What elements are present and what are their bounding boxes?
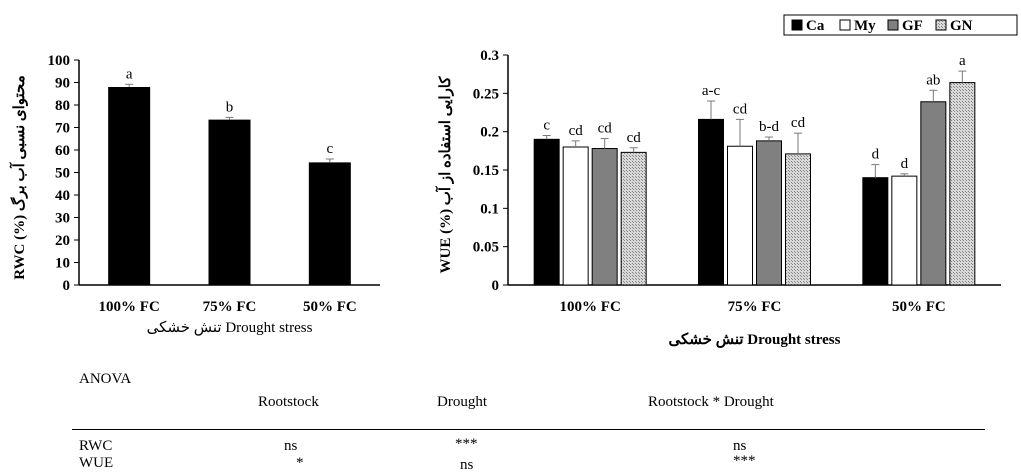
wue-significance-letter: cd [791,115,806,131]
wue-significance-letter: cd [598,121,613,137]
wue-significance-letter: cd [733,101,748,117]
wue-significance-letter: a [959,53,966,69]
legend-label-my: My [854,18,876,34]
wue-bar-my [562,146,589,286]
wue-bar-ca [862,177,889,286]
wue-bar-ca [533,138,560,286]
wue-x-axis-title: تنش خشکی Drought stress [669,332,841,348]
rwc-y-tick-label: 70 [55,121,70,137]
wue-bar-my [891,175,918,286]
wue-bar-gf [591,148,618,286]
wue-bar-gf [756,140,782,286]
legend-label-ca: Ca [806,18,825,34]
rwc-y-axis-title: RWC (%) محتوای نسبی آب برگ [9,75,28,280]
rwc-y-tick-label: 80 [55,98,70,114]
rwc-significance-letter: a [126,66,133,82]
wue-y-tick-label: 0 [492,278,500,294]
wue-y-tick-label: 0.2 [480,125,499,141]
rwc-y-tick-label: 90 [55,76,70,92]
wue-y-tick-label: 0.15 [473,163,499,179]
legend-swatch-ca [791,19,803,31]
rwc-x-axis-title: تنش خشکی Drought stress [147,320,313,336]
rwc-y-tick-label: 0 [63,278,71,294]
wue-significance-letter: d [901,156,909,172]
rwc-significance-letter: c [326,141,333,157]
wue-significance-letter: cd [569,123,584,139]
rwc-x-tick-label: 50% FC [303,299,357,315]
rwc-x-tick-label: 100% FC [99,299,160,315]
wue-y-axis-title: WUE (%) کارایی استفاده از آب [435,76,454,274]
wue-bar-gn [949,82,976,286]
rwc-y-tick-label: 20 [55,233,70,249]
legend-label-gf: GF [902,18,923,34]
wue-bar-my [727,145,753,286]
legend-swatch-my [839,19,851,31]
wue-legend: Ca My GF GN [783,14,1018,36]
wue-bar-gn [620,151,647,286]
wue-y-tick-label: 0.3 [480,48,499,64]
rwc-y-tick-label: 100 [48,53,71,69]
wue-significance-letter: d [872,147,880,163]
wue-x-tick-label: 50% FC [892,299,946,315]
rwc-bar [108,87,151,285]
rwc-y-tick-label: 10 [55,256,70,272]
rwc-x-tick-label: 75% FC [203,299,257,315]
wue-significance-letter: b-d [759,119,779,135]
rwc-bar [208,119,251,285]
wue-significance-letter: cd [627,130,642,146]
wue-bar-ca [698,118,724,286]
wue-bar-gf [920,101,947,286]
wue-y-tick-label: 0.1 [480,201,499,217]
wue-significance-letter: ab [926,72,940,88]
wue-y-tick-label: 0.05 [473,240,499,256]
wue-x-tick-label: 100% FC [560,299,621,315]
legend-swatch-gf [887,19,899,31]
rwc-bar [308,162,351,285]
rwc-bar-chart: 0 10 20 30 40 50 60 70 80 90 100 a 100% FC b 75% FC c 50… [9,53,380,336]
legend-label-gn: GN [950,18,973,34]
wue-y-tick-label: 0.25 [473,86,499,102]
wue-x-tick-label: 75% FC [728,299,782,315]
rwc-y-tick-label: 50 [55,166,70,182]
rwc-y-tick-label: 40 [55,188,70,204]
rwc-y-tick-label: 30 [55,211,70,227]
legend-swatch-gn [935,19,947,31]
wue-significance-letter: a-c [702,83,721,99]
rwc-y-tick-label: 60 [55,143,70,159]
wue-bar-gn [785,153,811,286]
rwc-significance-letter: b [226,99,234,115]
wue-significance-letter: c [543,118,550,134]
